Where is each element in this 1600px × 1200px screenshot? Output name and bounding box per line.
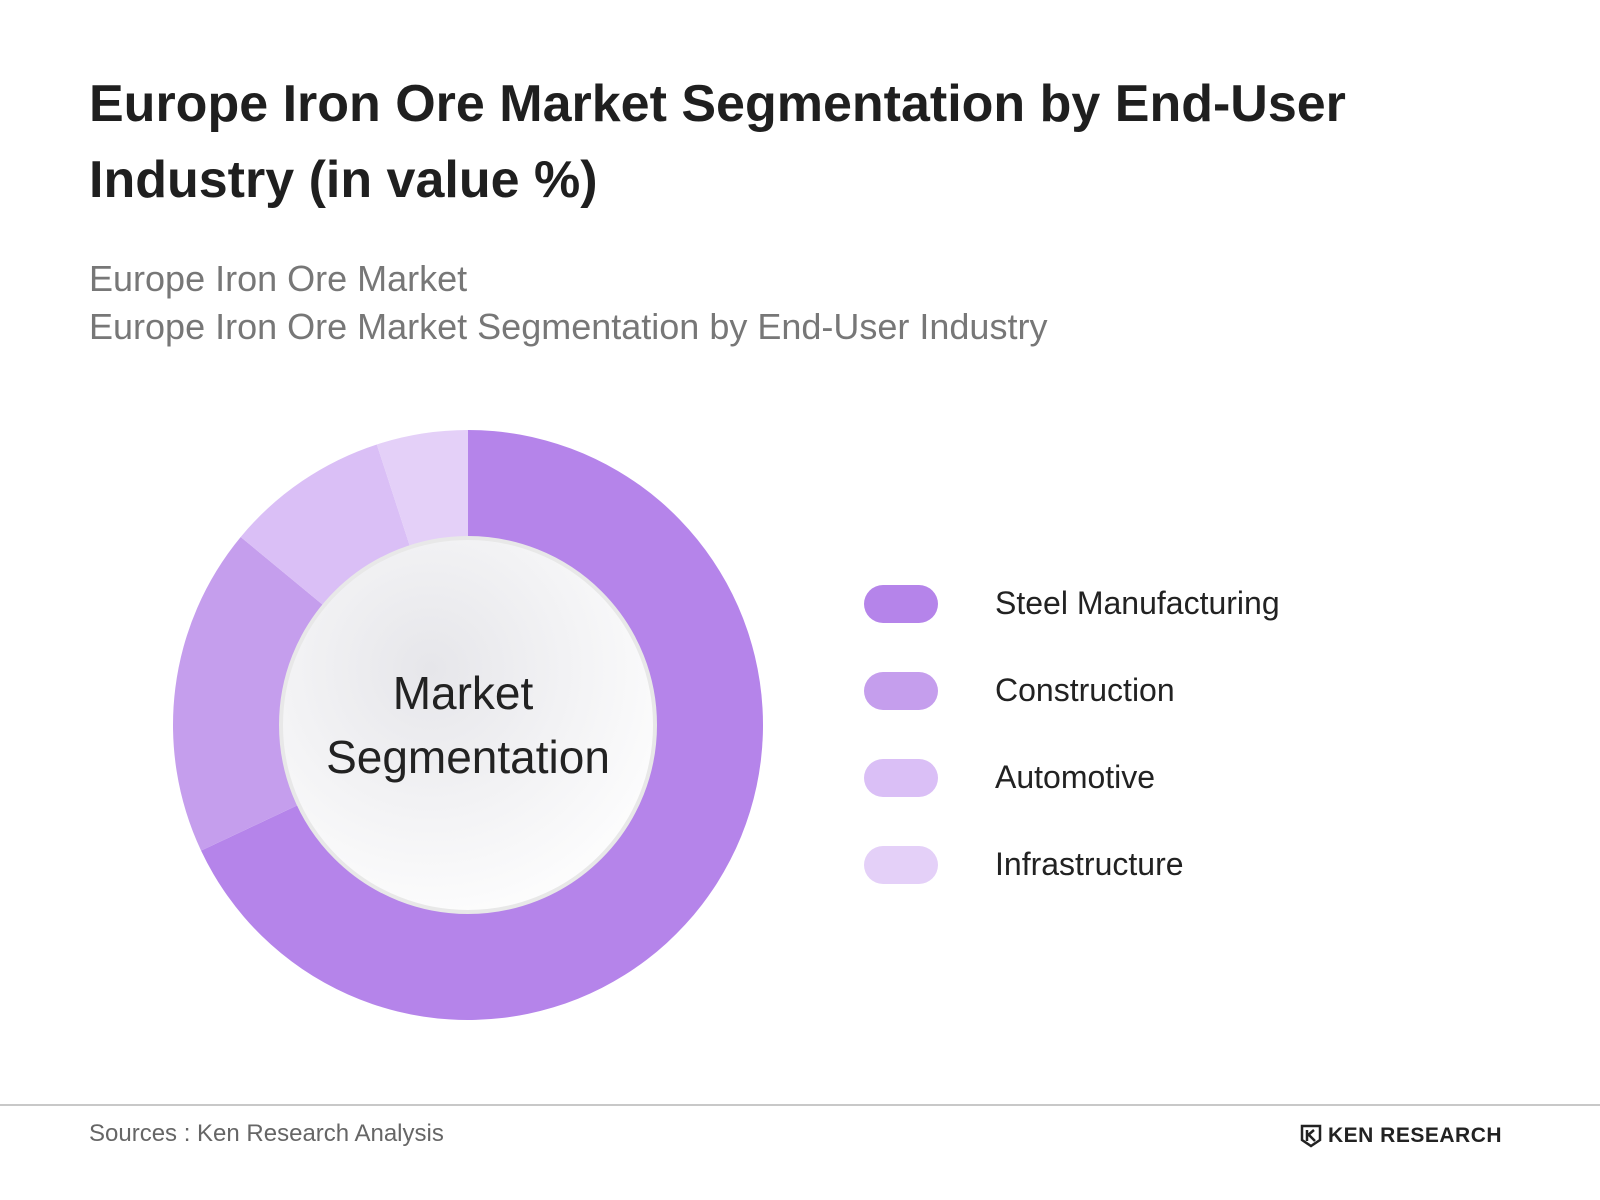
legend-item-steel-manufacturing[interactable]: Steel Manufacturing (864, 560, 1280, 647)
chart-title: Europe Iron Ore Market Segmentation by E… (89, 75, 1346, 209)
subtitle-segmentation: Europe Iron Ore Market Segmentation by E… (89, 306, 1048, 347)
legend-swatch (864, 584, 938, 623)
ken-logo-icon (1300, 1124, 1322, 1148)
legend-swatch (864, 845, 938, 884)
legend-label: Construction (995, 672, 1175, 708)
logo-text: KEN RESEARCH (1328, 1124, 1503, 1147)
subtitle-market: Europe Iron Ore Market (89, 258, 468, 299)
legend: Steel Manufacturing Construction Automot… (864, 560, 1280, 908)
slice-steel-manufacturing[interactable] (201, 430, 763, 1020)
legend-label: Steel Manufacturing (995, 585, 1280, 621)
legend-label: Automotive (995, 759, 1156, 795)
donut-center (279, 536, 657, 914)
source-note: Sources : Ken Research Analysis (89, 1120, 444, 1147)
legend-item-infrastructure[interactable]: Infrastructure (864, 821, 1184, 908)
center-label-line-2: Segmentation (326, 731, 610, 783)
legend-item-automotive[interactable]: Automotive (864, 734, 1155, 821)
donut-chart: Market Segmentation (173, 430, 763, 1020)
center-label-line-1: Market (393, 667, 534, 719)
legend-swatch (864, 671, 938, 710)
legend-item-construction[interactable]: Construction (864, 647, 1175, 734)
legend-label: Infrastructure (995, 846, 1184, 882)
ken-research-logo: KEN RESEARCH (1300, 1124, 1502, 1148)
footer-divider (0, 1104, 1600, 1106)
slice-infrastructure[interactable] (376, 430, 468, 548)
legend-swatch (864, 758, 938, 797)
